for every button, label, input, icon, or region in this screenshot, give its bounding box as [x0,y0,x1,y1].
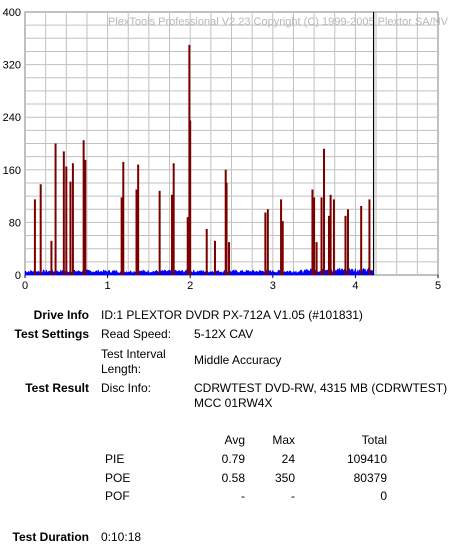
poe-bar [315,242,318,275]
poe-bar [329,194,332,275]
y-axis: 400 320 240 160 80 0 [3,7,21,282]
poe-bar [205,228,208,275]
drive-info-value: ID:1 PLEXTOR DVDR PX-712A V1.05 (#101831… [101,308,363,322]
poe-bar [39,184,42,275]
poe-bar [54,143,57,275]
poe-bar [71,163,74,275]
poe-bar [225,182,228,275]
x-tick-label: 3 [270,280,276,292]
y-tick-label: 0 [15,270,21,282]
disc-info-label: Disc Info: [101,381,152,395]
row-poe-max: 350 [274,471,295,485]
y-tick-label: 240 [3,112,21,124]
row-pof-max: - [291,489,295,503]
x-tick-label: 5 [435,280,441,292]
error-chart: PlexTools Professional V2.23 Copyright (… [3,7,449,292]
poe-bar [228,242,231,275]
poe-bar [120,197,123,275]
poe-bar [213,240,216,275]
row-poe-name: POE [105,471,131,485]
poe-bar [344,215,347,275]
poe-bar [368,199,371,275]
col-header-total: Total [361,433,387,447]
row-pof-total: 0 [380,489,387,503]
poe-bar [62,151,65,275]
x-tick-label: 1 [105,280,111,292]
chart-watermark: PlexTools Professional V2.23 Copyright (… [108,16,449,28]
test-interval-label-line1: Test Interval [101,347,166,361]
y-tick-label: 160 [3,165,21,177]
poe-bar [360,205,363,275]
test-duration-label: Test Duration [12,530,89,544]
row-pof-avg: - [241,489,245,503]
poe-bar [172,163,175,275]
read-speed-label: Read Speed: [101,327,172,341]
poe-bar [311,189,314,275]
row-pie-max: 24 [281,452,295,466]
poe-bar [323,148,326,275]
test-result-label: Test Result [25,381,89,395]
poe-bar [137,164,140,275]
row-pie-avg: 0.79 [221,452,245,466]
row-pie-total: 109410 [346,452,387,466]
poe-bar [327,215,330,275]
poe-bar [158,190,161,275]
poe-bar [69,181,72,275]
y-tick-label: 320 [3,60,21,72]
y-tick-label: 400 [3,7,21,19]
poe-bar [281,221,284,275]
poe-bar [135,189,138,275]
poe-bar [189,120,192,275]
poe-bar [346,209,349,275]
poe-bar [186,217,189,275]
poe-bar [266,209,269,275]
poe-bar [320,197,323,275]
x-tick-label: 4 [352,280,358,292]
poe-bar [313,197,316,275]
y-tick-label: 80 [9,217,21,229]
test-interval-value: Middle Accuracy [194,353,282,367]
x-axis: 0 1 2 3 4 5 [22,275,441,292]
disc-info-value-line1: CDRWTEST DVD-RW, 4315 MB (CDRWTEST) [194,381,448,395]
poe-bar [264,212,267,275]
poe-bar [122,161,125,275]
poe-bar [33,199,36,275]
grid-lines [25,12,438,275]
poe-bar [65,166,68,275]
poe-bar [82,140,85,275]
disc-info-value-line2: MCC 01RW4X [194,396,273,410]
row-pie-name: PIE [105,452,125,466]
row-poe-total: 80379 [353,471,387,485]
row-poe-avg: 0.58 [221,471,245,485]
read-speed-value: 5-12X CAV [194,327,254,341]
poe-series [33,44,371,275]
col-header-avg: Avg [224,433,245,447]
x-tick-label: 2 [187,280,193,292]
test-duration-value: 0:10:18 [101,530,142,544]
poe-bar [84,159,87,275]
poe-bar [171,194,174,275]
poe-bar [50,240,53,275]
poe-bar [332,199,335,275]
col-header-max: Max [272,433,295,447]
x-tick-label: 0 [22,280,28,292]
test-settings-label: Test Settings [14,327,89,341]
poe-bar [280,199,283,275]
drive-info-label: Drive Info [33,308,89,322]
row-pof-name: POF [105,489,130,503]
test-interval-label-line2: Length: [101,362,142,376]
